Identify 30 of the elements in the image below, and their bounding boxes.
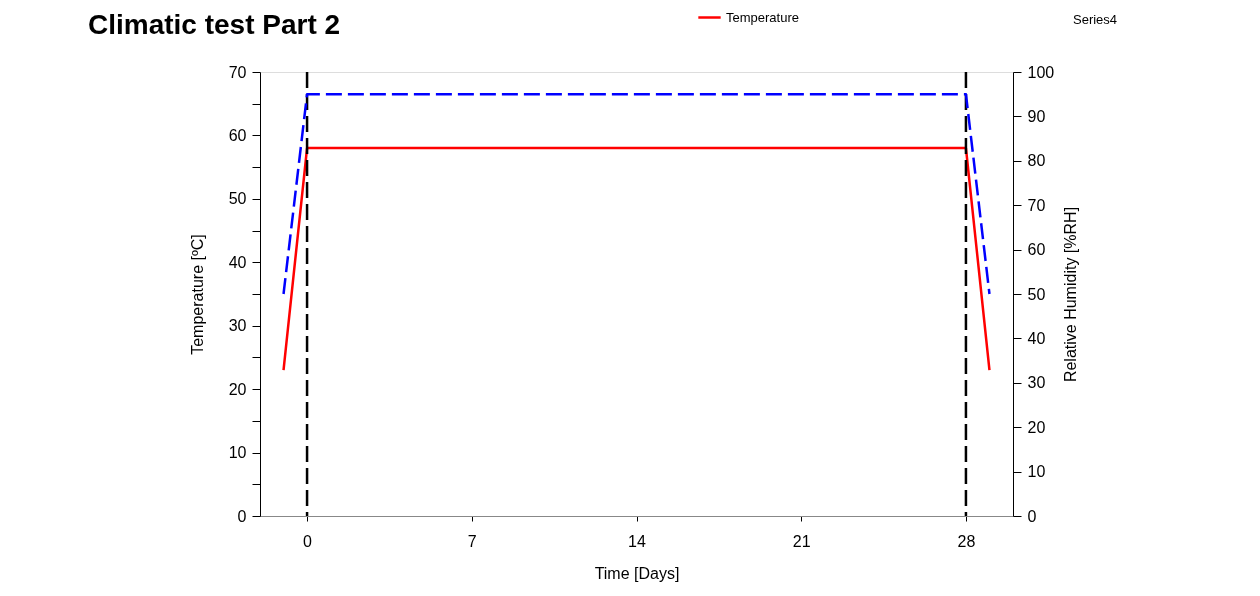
y2-tick-label: 90 — [1027, 107, 1046, 125]
y-tick-label: 40 — [228, 253, 247, 271]
x-axis-title: Time [Days] — [594, 564, 680, 582]
x-tick-label: 0 — [303, 532, 313, 550]
y2-tick-label: 50 — [1027, 285, 1046, 303]
y2-tick-label: 10 — [1027, 463, 1046, 481]
y2-tick-label: 100 — [1027, 63, 1055, 81]
y2-tick-label: 0 — [1027, 507, 1037, 525]
y2-tick-label: 80 — [1027, 152, 1046, 170]
x-tick-label: 7 — [467, 532, 477, 550]
y2-tick-label: 20 — [1027, 418, 1046, 436]
y-tick-label: 50 — [228, 190, 247, 208]
legend-label: Temperature — [726, 9, 799, 25]
y2-tick-label: 30 — [1027, 374, 1046, 392]
y-tick-label: 60 — [228, 126, 247, 144]
x-tick-label: 21 — [792, 532, 811, 550]
y2-tick-label: 70 — [1027, 196, 1046, 214]
y-tick-label: 0 — [237, 507, 247, 525]
chart-title: Climatic test Part 2 — [88, 9, 341, 40]
y-tick-label: 20 — [228, 380, 247, 398]
y2-axis-title: Relative Humidity [%RH] — [1061, 206, 1079, 383]
x-tick-label: 14 — [628, 532, 646, 550]
y-axis-title: Temperature [ºC] — [188, 234, 206, 355]
y-tick-label: 10 — [228, 444, 247, 462]
y2-tick-label: 60 — [1027, 241, 1046, 259]
y-tick-label: 70 — [228, 63, 247, 81]
text: Series4 — [1073, 12, 1118, 27]
x-tick-label: 28 — [957, 532, 976, 550]
y2-tick-label: 40 — [1027, 329, 1046, 347]
y-tick-label: 30 — [228, 317, 247, 335]
